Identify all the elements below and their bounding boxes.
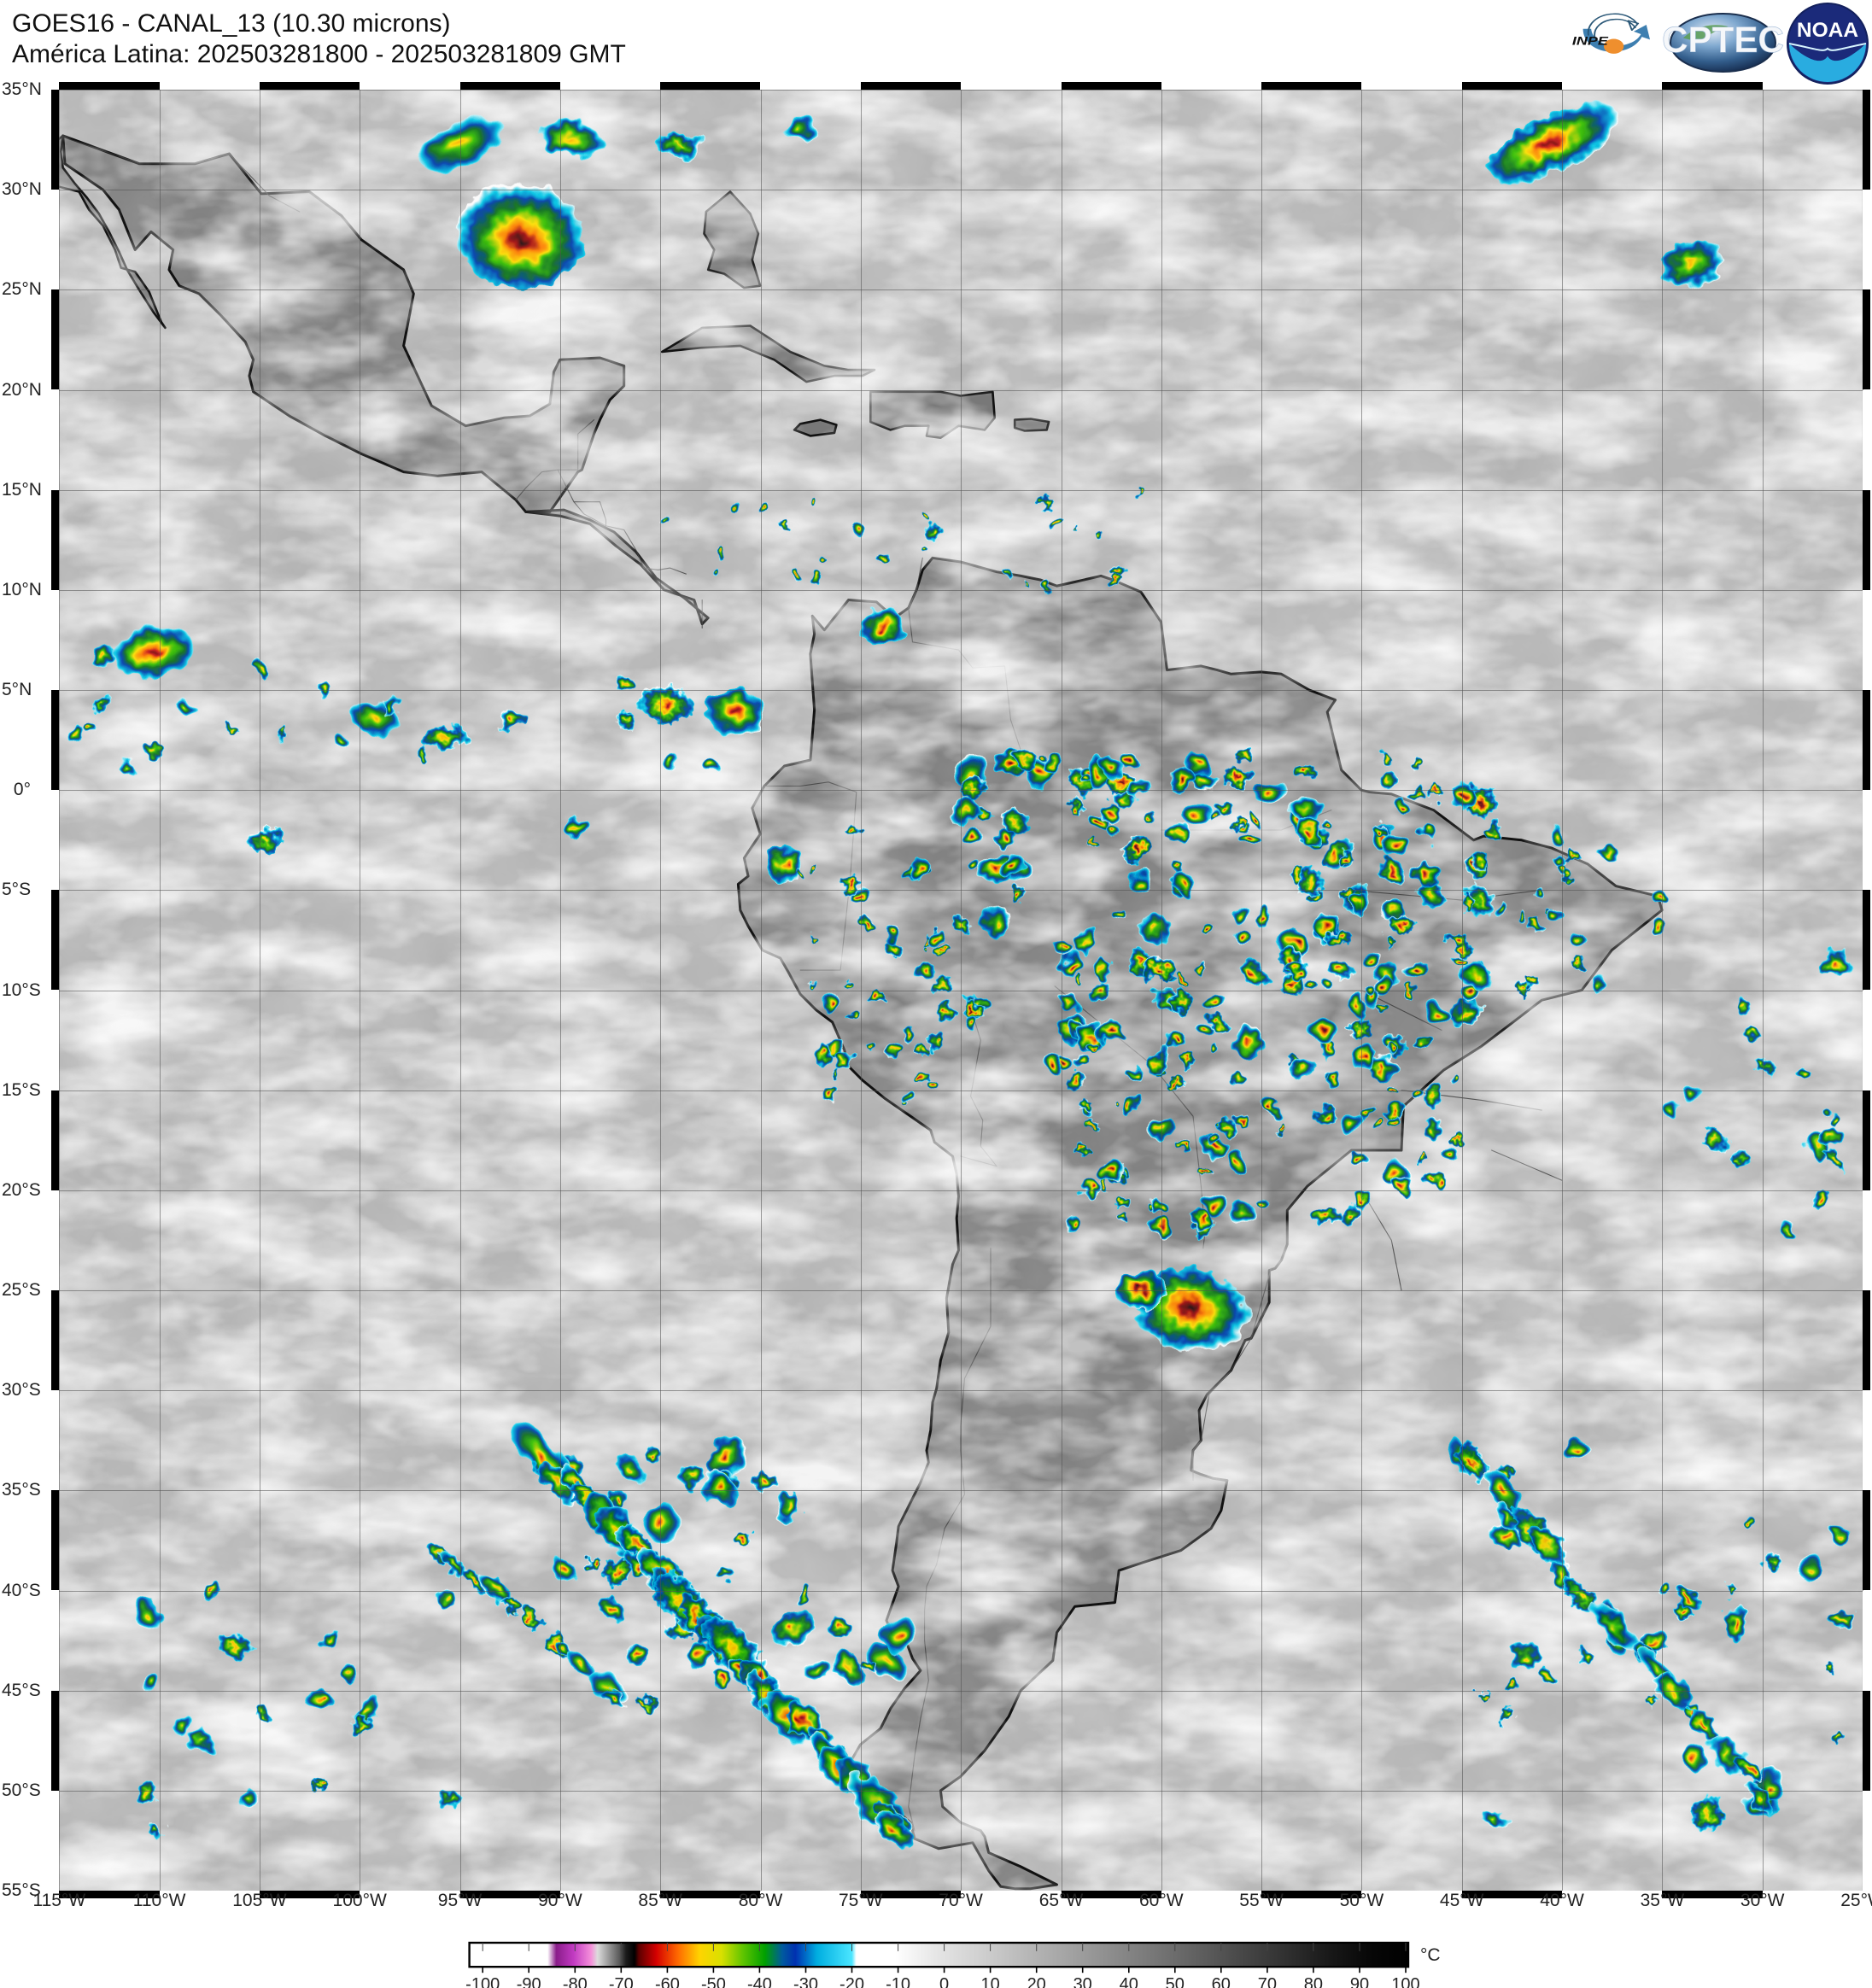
svg-text:20: 20 [1027,1975,1046,1988]
svg-text:0: 0 [939,1975,949,1988]
svg-text:-30: -30 [793,1975,818,1988]
svg-text:80: 80 [1304,1975,1323,1988]
svg-text:10: 10 [980,1975,999,1988]
svg-text:70: 70 [1258,1975,1277,1988]
svg-text:-60: -60 [655,1975,680,1988]
svg-text:-20: -20 [839,1975,864,1988]
svg-text:-70: -70 [609,1975,634,1988]
svg-text:30: 30 [1073,1975,1092,1988]
svg-text:60: 60 [1212,1975,1231,1988]
svg-text:-50: -50 [701,1975,726,1988]
svg-text:-80: -80 [563,1975,588,1988]
svg-text:90: 90 [1350,1975,1369,1988]
svg-text:-100: -100 [465,1975,500,1988]
svg-text:-10: -10 [886,1975,910,1988]
svg-text:°C: °C [1420,1945,1441,1965]
svg-text:-90: -90 [517,1975,541,1988]
svg-text:NOAA: NOAA [1797,19,1858,42]
svg-text:INPE: INPE [1572,36,1608,48]
svg-text:CPTEC: CPTEC [1662,20,1784,60]
svg-text:100: 100 [1391,1975,1419,1988]
svg-text:-40: -40 [747,1975,772,1988]
svg-text:50: 50 [1166,1975,1185,1988]
svg-text:40: 40 [1120,1975,1138,1988]
